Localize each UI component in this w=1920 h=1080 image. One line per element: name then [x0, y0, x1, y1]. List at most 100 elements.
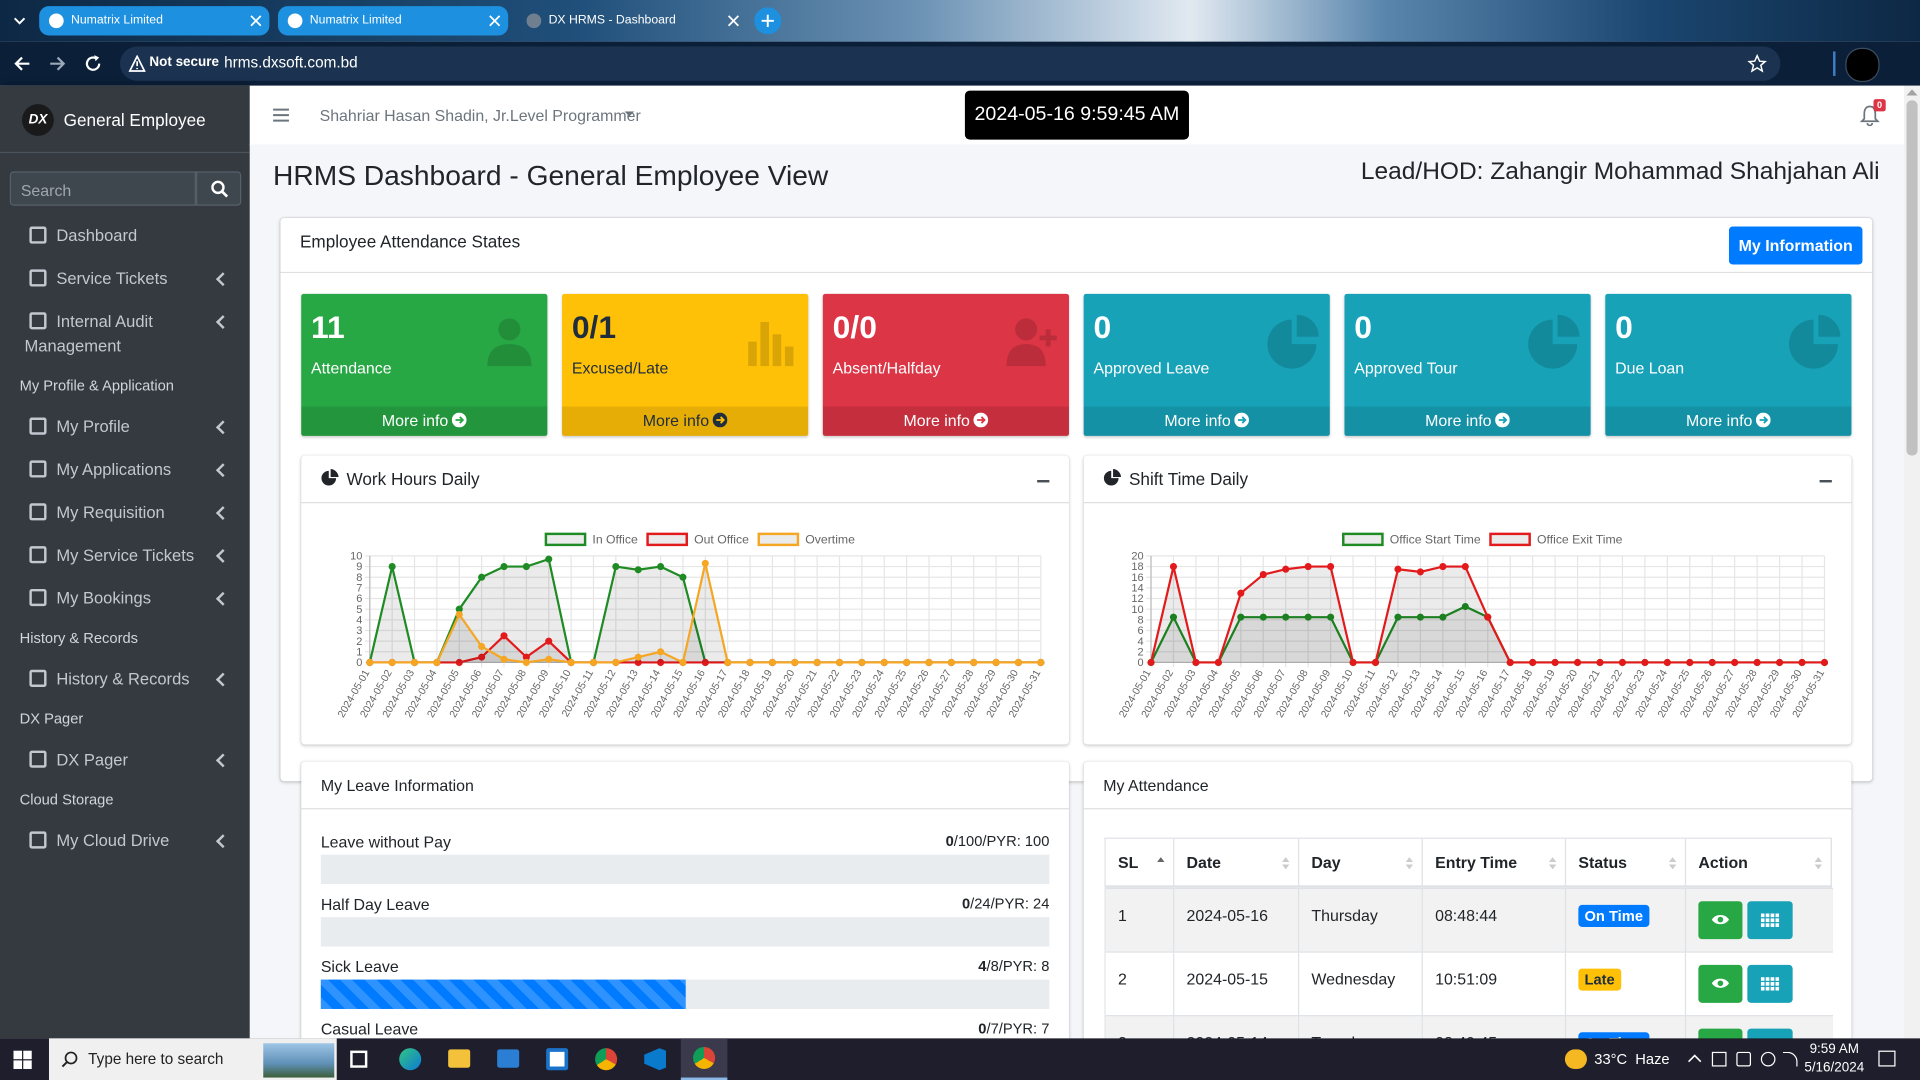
tray-icon[interactable]: [1736, 1051, 1752, 1067]
scroll-up[interactable]: [1906, 89, 1918, 96]
data-point: [746, 658, 754, 667]
explorer-icon[interactable]: [448, 1049, 471, 1068]
forward-button[interactable]: [47, 53, 69, 75]
data-point: [545, 655, 553, 663]
new-tab-button[interactable]: [753, 6, 782, 35]
nav-label: Service Tickets: [56, 268, 168, 288]
scroll-thumb[interactable]: [1906, 100, 1918, 456]
back-button[interactable]: [11, 53, 33, 75]
tray-icon[interactable]: [1711, 1051, 1727, 1067]
weather[interactable]: 33°C Haze: [1594, 1050, 1670, 1068]
grid-dot: [1775, 986, 1780, 991]
user-menu[interactable]: Shahriar Hasan Shadin, Jr.Level Programm…: [319, 106, 641, 125]
column-header[interactable]: Status: [1566, 838, 1687, 888]
tab-title: Numatrix Limited: [309, 13, 402, 27]
task-view[interactable]: [350, 1050, 368, 1068]
search-icon: [211, 180, 229, 198]
browser-tab[interactable]: DX HRMS - Dashboard: [517, 6, 747, 35]
browser-tab[interactable]: Numatrix Limited: [277, 6, 509, 36]
stat-box: 0/1 Excused/Late More info: [562, 293, 809, 436]
nav-item[interactable]: My Cloud Drive: [0, 819, 230, 862]
collapse-button[interactable]: [1037, 480, 1050, 483]
stat-icon: [1006, 318, 1057, 367]
chrome-active[interactable]: [680, 1038, 728, 1080]
nav-item[interactable]: My Applications: [0, 448, 230, 491]
chrome-icon[interactable]: [595, 1048, 618, 1071]
nav-item[interactable]: Internal Audit Management: [0, 300, 230, 367]
grid-dot: [1775, 918, 1780, 923]
brand-name[interactable]: General Employee: [63, 110, 206, 130]
menu-toggle[interactable]: [273, 108, 289, 123]
start-button[interactable]: [13, 1050, 32, 1069]
notification-center[interactable]: [1878, 1050, 1896, 1067]
column-header[interactable]: Date: [1174, 838, 1300, 888]
view-button[interactable]: [1698, 901, 1743, 940]
profile-avatar[interactable]: [1845, 47, 1880, 83]
y-tick-label: 9: [356, 561, 362, 573]
more-info-link[interactable]: More info: [301, 406, 548, 436]
more-info-link[interactable]: More info: [1083, 406, 1330, 436]
tray-icon[interactable]: [1760, 1051, 1776, 1067]
tab-search-button[interactable]: [10, 11, 30, 31]
clock-date[interactable]: 5/16/2024: [1804, 1060, 1865, 1076]
nav-icon: [29, 417, 47, 435]
more-info-link[interactable]: More info: [822, 406, 1069, 436]
nav-item[interactable]: My Profile: [0, 405, 230, 448]
data-point: [1259, 613, 1267, 621]
nav-item[interactable]: My Requisition: [0, 491, 230, 534]
data-point: [835, 658, 844, 667]
tab-close[interactable]: [727, 15, 739, 27]
nav-label: My Cloud Drive: [56, 830, 170, 850]
tab-close[interactable]: [250, 15, 262, 27]
data-point: [1416, 613, 1424, 621]
mail-icon[interactable]: [497, 1049, 520, 1068]
search-input[interactable]: Search: [9, 171, 196, 206]
chart: 0123456789102024-05-012024-05-022024-05-…: [336, 532, 1045, 720]
column-header[interactable]: SL: [1105, 838, 1175, 888]
icon-shape: [487, 344, 532, 367]
vscode-icon[interactable]: [644, 1048, 667, 1071]
nav-item[interactable]: Service Tickets: [0, 257, 230, 300]
detail-button[interactable]: [1747, 964, 1793, 1003]
column-header[interactable]: Day: [1299, 838, 1423, 888]
stat-value: 0: [1093, 308, 1112, 346]
omnibox[interactable]: Not secure hrms.dxsoft.com.bd: [120, 46, 1781, 81]
column-header[interactable]: Action: [1686, 838, 1832, 888]
taskbar-search[interactable]: Type here to search: [48, 1038, 337, 1080]
reload-button[interactable]: [82, 53, 104, 75]
y-tick-label: 0: [356, 657, 362, 669]
my-information-button[interactable]: My Information: [1728, 226, 1863, 265]
tab-favicon: [287, 13, 303, 29]
clock-time[interactable]: 9:59 AM: [1809, 1042, 1859, 1057]
store-icon[interactable]: [546, 1048, 569, 1071]
more-info-link[interactable]: More info: [1605, 406, 1852, 436]
nav-item[interactable]: History & Records: [0, 658, 230, 701]
nav-item[interactable]: Dashboard: [0, 214, 208, 257]
edge-icon[interactable]: [399, 1048, 422, 1071]
column-header[interactable]: Entry Time: [1422, 838, 1567, 888]
more-info-link[interactable]: More info: [562, 406, 809, 436]
bookmark-star[interactable]: [1747, 53, 1767, 74]
volume-icon[interactable]: [1782, 1051, 1798, 1067]
y-tick-label: 10: [350, 551, 362, 563]
tab-close[interactable]: [489, 15, 501, 27]
nav-item[interactable]: DX Pager: [0, 738, 230, 781]
legend-label: Overtime: [805, 533, 855, 547]
nav-item[interactable]: My Bookings: [0, 577, 230, 620]
collapse-button[interactable]: [1819, 480, 1832, 483]
more-info-link[interactable]: More info: [1344, 406, 1591, 436]
y-tick-label: 8: [356, 572, 362, 584]
detail-button[interactable]: [1747, 901, 1793, 940]
view-button[interactable]: [1698, 964, 1743, 1003]
sort-up: [1157, 857, 1165, 863]
y-tick-label: 10: [1131, 604, 1143, 616]
tab-title: DX HRMS - Dashboard: [548, 13, 676, 27]
tray-chevron[interactable]: [1687, 1053, 1702, 1064]
y-tick-label: 20: [1131, 551, 1143, 563]
grid-dot: [1770, 982, 1775, 986]
browser-tab[interactable]: Numatrix Limited: [39, 6, 270, 36]
nav-item[interactable]: My Service Tickets: [0, 534, 230, 577]
search-button[interactable]: [195, 171, 242, 206]
weather-icon[interactable]: [1564, 1049, 1587, 1069]
more-info-text: More info: [642, 411, 710, 430]
